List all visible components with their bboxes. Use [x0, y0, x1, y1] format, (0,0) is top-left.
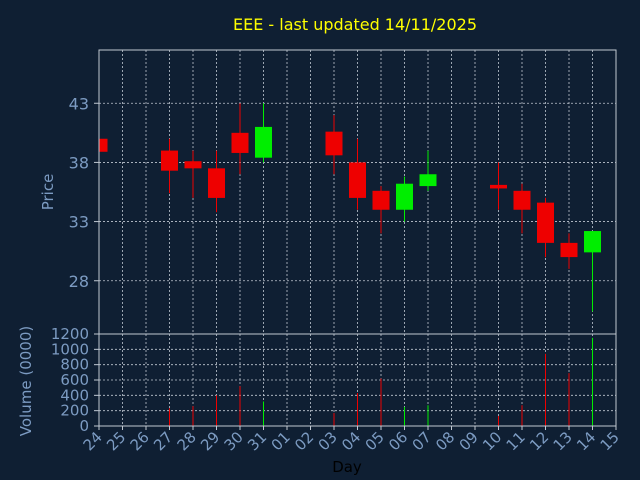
candle-body: [584, 231, 601, 253]
price-candles: [98, 103, 601, 312]
candle-body: [396, 183, 413, 210]
x-tick-label: 03: [315, 428, 341, 454]
candle-body: [161, 150, 178, 171]
candle-body: [184, 161, 202, 169]
x-tick-label: 07: [409, 428, 435, 454]
candle-body: [419, 174, 437, 187]
candle-body: [490, 184, 507, 189]
x-tick-label: 28: [174, 428, 200, 454]
candle-body: [372, 190, 390, 210]
candle-body: [349, 162, 366, 198]
x-tick-label: 12: [526, 428, 552, 454]
candle-body: [325, 131, 343, 156]
x-tick-label: 25: [103, 428, 129, 454]
x-tick-label: 05: [362, 428, 388, 454]
volume-axis-label: Volume (0000): [17, 326, 35, 436]
x-tick-label: 08: [432, 428, 458, 454]
x-tick-label: 15: [597, 428, 623, 454]
price-tick-label: 33: [69, 213, 89, 232]
x-tick-label: 01: [268, 428, 294, 454]
candle-body: [537, 202, 554, 243]
candle-body: [513, 190, 531, 210]
volume-tick-label: 1000: [51, 340, 89, 358]
candle-body: [99, 138, 108, 152]
x-tick-label: 10: [479, 428, 505, 454]
x-tick-label: 29: [197, 428, 223, 454]
price-tick-label: 28: [69, 272, 89, 291]
volume-bars: [169, 337, 593, 426]
volume-tick-label: 1200: [51, 325, 89, 343]
chart-title: EEE - last updated 14/11/2025: [233, 15, 477, 34]
volume-tick-label: 0: [79, 417, 89, 435]
x-tick-label: 09: [456, 428, 482, 454]
x-tick-label: 26: [127, 428, 153, 454]
candle-body: [560, 242, 578, 258]
price-axis-label: Price: [39, 174, 57, 211]
volume-tick-label: 800: [60, 356, 89, 374]
x-tick-label: 27: [150, 428, 176, 454]
x-tick-label: 11: [503, 428, 529, 454]
volume-tick-label: 400: [60, 386, 89, 404]
x-tick-label: 02: [291, 428, 317, 454]
candle-body: [255, 126, 272, 158]
x-tick-label: 14: [573, 428, 599, 454]
volume-tick-label: 200: [60, 402, 89, 420]
price-tick-label: 38: [69, 153, 89, 172]
x-axis-label: Day: [332, 458, 362, 476]
candle-body: [208, 168, 225, 198]
x-tick-label: 13: [550, 428, 576, 454]
price-tick-label: 43: [69, 94, 89, 113]
volume-tick-label: 600: [60, 371, 89, 389]
x-tick-label: 06: [385, 428, 411, 454]
x-tick-label: 30: [221, 428, 247, 454]
x-tick-label: 31: [244, 428, 270, 454]
candle-body: [231, 132, 249, 153]
x-tick-label: 04: [338, 428, 364, 454]
